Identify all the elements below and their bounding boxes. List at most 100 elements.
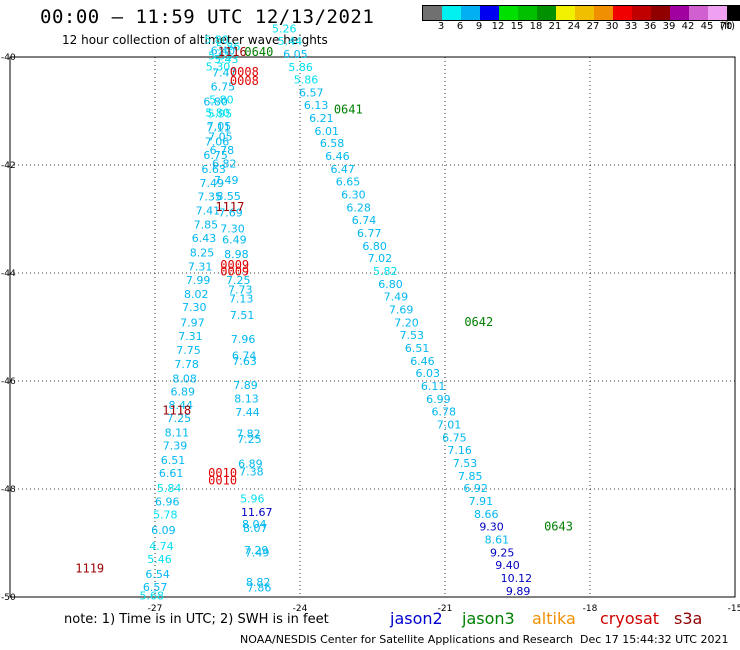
- wave-height-label: 6.92: [463, 482, 488, 495]
- wave-height-label: 7.51: [230, 309, 255, 322]
- colorbar-swatch: [537, 6, 556, 20]
- wave-height-label: 6.51: [161, 454, 186, 467]
- colorbar-swatch: [727, 6, 740, 20]
- wave-height-label: 7.63: [232, 355, 256, 368]
- time-label: 1116: [218, 45, 247, 59]
- colorbar-label: 42: [681, 21, 695, 32]
- wave-height-label: 7.25: [167, 412, 192, 425]
- wave-height-label: 6.28: [346, 201, 371, 214]
- wave-height-label: 8.13: [234, 393, 259, 406]
- wave-height-label: 6.80: [362, 240, 387, 253]
- credit-text: NOAA/NESDIS Center for Satellite Applica…: [240, 633, 574, 646]
- colorbar-label: 27: [586, 21, 600, 32]
- colorbar-swatch: [575, 6, 594, 20]
- x-tick-label: -24: [293, 604, 308, 614]
- wave-height-label: 11.67: [241, 506, 272, 519]
- y-tick-label: -50: [1, 593, 16, 603]
- wave-height-label: 7.16: [447, 444, 472, 457]
- x-tick-label: -15: [728, 604, 740, 614]
- y-tick-label: -44: [1, 269, 16, 279]
- wave-height-label: 5.80: [205, 106, 230, 119]
- colorbar-label: 6: [456, 21, 464, 32]
- wave-height-label: 7.47: [212, 66, 237, 79]
- colorbar: [422, 5, 740, 21]
- wave-height-label: 5.68: [140, 590, 165, 603]
- time-label: 0640: [244, 45, 273, 59]
- wave-height-label: 7.89: [233, 379, 257, 392]
- wave-height-label: 7.30: [220, 223, 245, 236]
- wave-height-label: 9.40: [495, 559, 520, 572]
- wave-height-label: 7.91: [469, 495, 494, 508]
- wave-height-label: 6.89: [170, 386, 195, 399]
- wave-height-label: 6.03: [416, 367, 441, 380]
- wave-height-label: 6.54: [145, 568, 170, 581]
- wave-height-label: 7.05: [207, 120, 232, 133]
- wave-height-label: 6.13: [304, 99, 329, 112]
- colorbar-swatch: [423, 6, 442, 20]
- wave-height-label: 5.26: [272, 23, 297, 36]
- legend-jason3: jason3: [462, 609, 515, 628]
- wave-height-label: 4.74: [149, 540, 174, 553]
- wave-height-label: 5.96: [240, 493, 264, 506]
- time-label: 0642: [464, 315, 493, 329]
- wave-height-label: 6.63: [201, 163, 226, 176]
- wave-height-label: 6.05: [283, 48, 308, 61]
- wave-height-label: 5.30: [206, 61, 231, 74]
- wave-height-label: 6.57: [299, 86, 324, 99]
- wave-height-label: 6.96: [155, 496, 180, 509]
- wave-height-label: 7.25: [237, 433, 262, 446]
- wave-height-label: 6.74: [352, 214, 377, 227]
- wave-height-label: 7.06: [205, 136, 230, 149]
- wave-height-label: 7.78: [174, 358, 199, 371]
- x-tick-label: -21: [438, 604, 453, 614]
- wave-height-label: 7.02: [368, 252, 393, 265]
- wave-height-label: 5.84: [157, 482, 182, 495]
- wave-height-label: 6.46: [410, 355, 435, 368]
- wave-height-label: 10.12: [501, 572, 533, 585]
- wave-height-label: 5.78: [153, 509, 178, 522]
- wave-height-label: 7.53: [400, 329, 425, 342]
- colorbar-swatch: [689, 6, 708, 20]
- colorbar-label: 21: [548, 21, 562, 32]
- legend-s3a: s3a: [674, 609, 703, 628]
- wave-height-label: 5.55: [208, 50, 233, 63]
- wave-height-label: 7.39: [163, 440, 188, 453]
- time-label: 0009: [220, 265, 249, 279]
- wave-height-label: 6.75: [203, 149, 228, 162]
- wave-height-label: 6.75: [442, 431, 467, 444]
- wave-height-label: 6.75: [211, 80, 236, 93]
- wave-height-label: 6.51: [405, 342, 430, 355]
- wave-height-label: 7.69: [218, 206, 243, 219]
- wave-height-label: 5.80: [209, 93, 234, 106]
- wave-height-label: 8.98: [224, 248, 249, 261]
- wave-height-label: 7.53: [453, 457, 478, 470]
- colorbar-swatch: [461, 6, 480, 20]
- wave-height-label: 8.04: [242, 518, 267, 531]
- generated-date: Dec 17 15:44:32 UTC 2021: [580, 633, 729, 646]
- time-label: 0008: [230, 74, 259, 88]
- wave-height-label: 6.77: [357, 227, 382, 240]
- time-label: 0641: [334, 103, 363, 117]
- wave-height-label: 7.96: [231, 333, 256, 346]
- colorbar-swatch: [442, 6, 461, 20]
- wave-height-label: 7.49: [384, 291, 409, 304]
- wave-height-label: 6.47: [330, 163, 355, 176]
- wave-height-label: 7.11: [206, 122, 231, 135]
- colorbar-swatch: [670, 6, 689, 20]
- wave-height-label: 8.82: [246, 576, 271, 589]
- wave-height-label: 8.25: [190, 246, 215, 259]
- wave-height-label: 5.80: [204, 34, 229, 47]
- wave-height-label: 6.09: [151, 524, 176, 537]
- colorbar-unit: (ft): [720, 21, 736, 32]
- wave-height-label: 7.49: [245, 547, 270, 560]
- x-tick-label: -27: [148, 604, 163, 614]
- colorbar-label: 24: [567, 21, 581, 32]
- wave-height-label: 7.41: [196, 205, 221, 218]
- wave-height-label: 7.05: [208, 131, 233, 144]
- legend-cryosat: cryosat: [600, 609, 660, 628]
- colorbar-label: 18: [529, 21, 543, 32]
- wave-height-label: 7.99: [186, 274, 211, 287]
- colorbar-swatch: [480, 6, 499, 20]
- legend-jason2: jason2: [390, 609, 443, 628]
